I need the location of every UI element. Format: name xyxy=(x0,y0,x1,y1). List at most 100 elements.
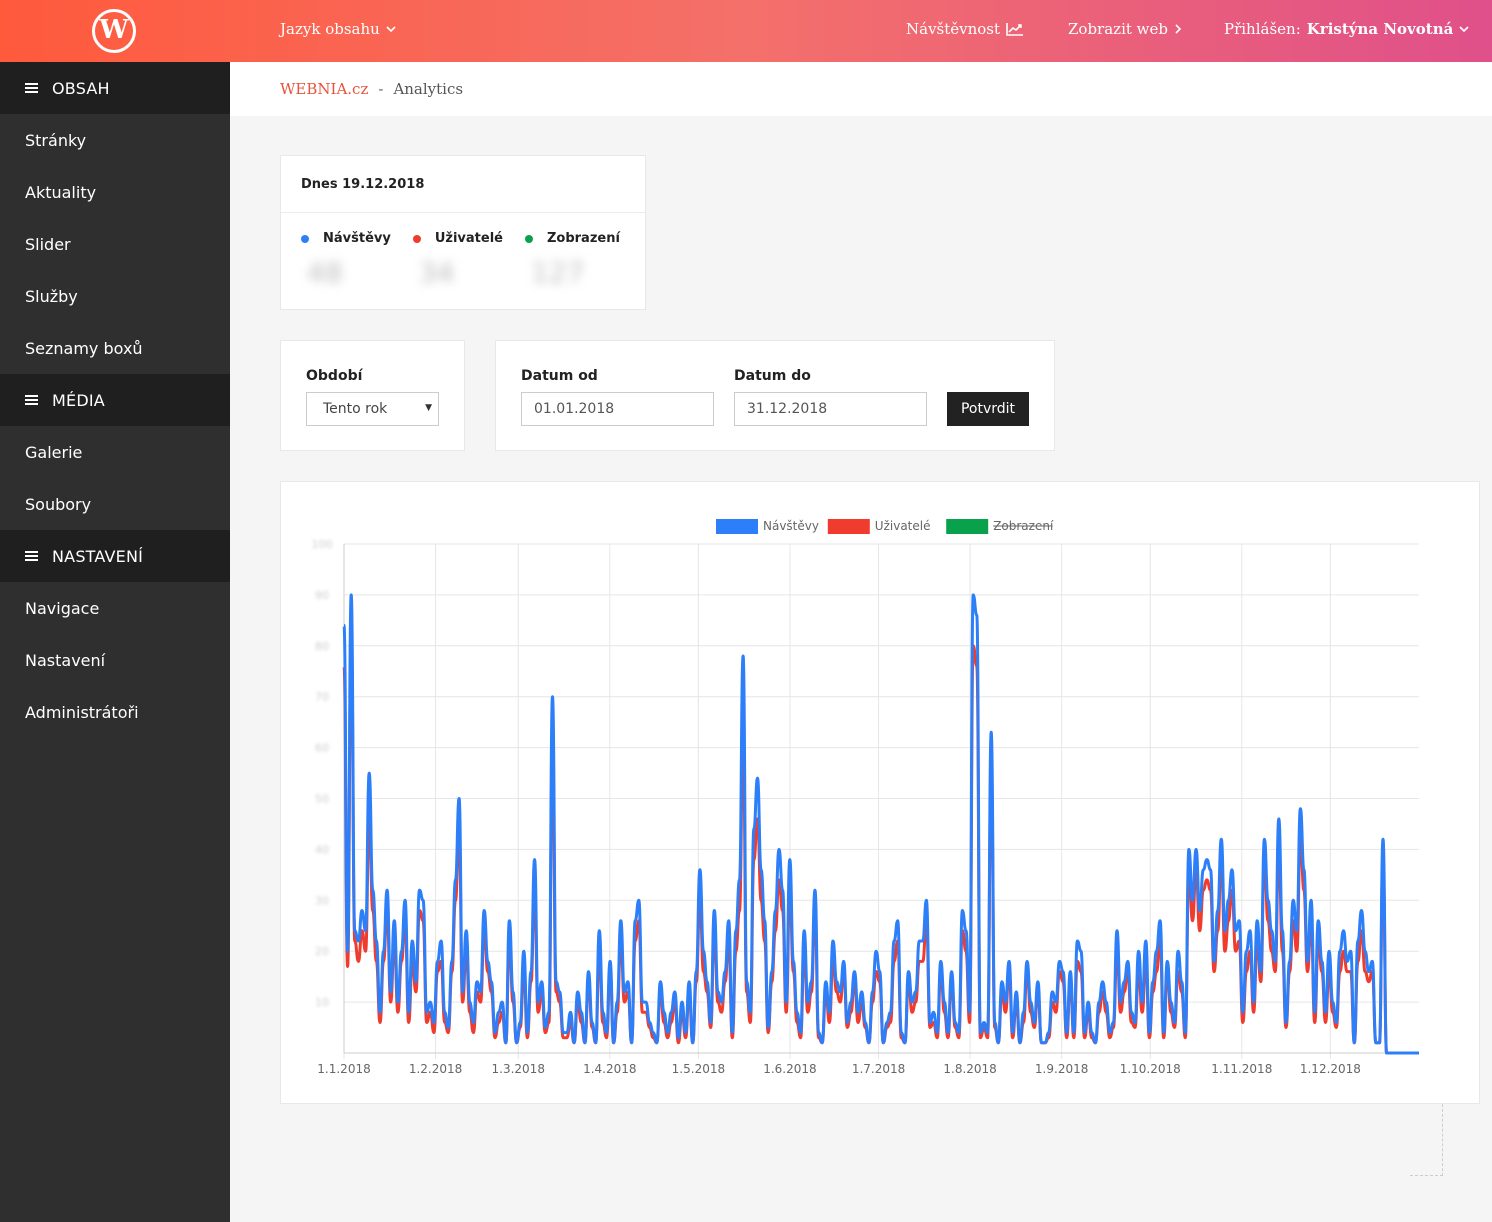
sidebar-item-seznamy-boxu[interactable]: Seznamy boxů xyxy=(0,322,230,374)
logo-letter: W xyxy=(99,15,129,45)
x-tick-label: 1.9.2018 xyxy=(1035,1062,1088,1076)
sidebar-item-label: Administrátoři xyxy=(25,702,139,722)
content-language-label: Jazyk obsahu xyxy=(280,20,380,38)
sidebar-item-sluzby[interactable]: Služby xyxy=(0,270,230,322)
y-tick-label: 30 xyxy=(315,894,329,907)
period-card: Období Tento rok ▼ xyxy=(280,340,465,451)
analytics-chart-card: 100 90 80 70 60 50 40 30 20 10 1.1.2018 1.2.2018 1.3… xyxy=(280,481,1480,1104)
sidebar-item-label: Soubory xyxy=(25,494,92,514)
x-tick-label: 1.11.2018 xyxy=(1211,1062,1272,1076)
user-menu[interactable]: Přihlášen: Kristýna Novotná xyxy=(1224,20,1469,38)
today-title: Dnes 19.12.2018 xyxy=(281,156,645,213)
x-tick-label: 1.5.2018 xyxy=(672,1062,725,1076)
x-tick-label: 1.3.2018 xyxy=(492,1062,545,1076)
line-chart-icon xyxy=(1006,23,1024,36)
sidebar-section-obsah[interactable]: OBSAH xyxy=(0,62,230,114)
legend-label: Uživatelé xyxy=(875,519,931,533)
x-tick-label: 1.2.2018 xyxy=(409,1062,462,1076)
y-tick-label: 90 xyxy=(315,589,329,602)
sidebar-item-stranky[interactable]: Stránky xyxy=(0,114,230,166)
dropdown-arrow-icon: ▼ xyxy=(425,403,432,413)
stat-users: Uživatelé 34 xyxy=(412,231,503,289)
stat-value: 34 xyxy=(418,256,455,289)
stat-value: 127 xyxy=(530,256,585,289)
x-tick-label: 1.8.2018 xyxy=(943,1062,996,1076)
sidebar-item-label: Galerie xyxy=(25,442,83,462)
y-tick-label: 10 xyxy=(315,996,329,1009)
sidebar-item-label: Slider xyxy=(25,234,71,254)
x-tick-label: 1.6.2018 xyxy=(763,1062,816,1076)
date-range-card: Datum od 01.01.2018 Datum do 31.12.2018 … xyxy=(495,340,1055,451)
date-to-input[interactable]: 31.12.2018 xyxy=(734,392,927,426)
sidebar-item-label: Nastavení xyxy=(25,650,106,670)
logged-in-label: Přihlášen: xyxy=(1224,20,1301,38)
legend-swatch xyxy=(716,519,758,534)
sidebar-item-soubory[interactable]: Soubory xyxy=(0,478,230,530)
sidebar-section-media[interactable]: MÉDIA xyxy=(0,374,230,426)
user-name: Kristýna Novotná xyxy=(1306,20,1454,38)
visits-dot-icon xyxy=(301,234,309,243)
stat-label: Návštěvy xyxy=(323,231,391,246)
sidebar-item-label: Seznamy boxů xyxy=(25,338,143,358)
show-web-link[interactable]: Zobrazit web xyxy=(1068,20,1182,38)
visits-link[interactable]: Návštěvnost xyxy=(906,20,1024,38)
show-web-label: Zobrazit web xyxy=(1068,20,1168,38)
sidebar-item-galerie[interactable]: Galerie xyxy=(0,426,230,478)
submit-button[interactable]: Potvrdit xyxy=(947,392,1029,426)
sidebar-item-nastaveni[interactable]: Nastavení xyxy=(0,634,230,686)
sidebar-item-label: Aktuality xyxy=(25,182,97,202)
x-tick-label: 1.7.2018 xyxy=(852,1062,905,1076)
breadcrumb-site-link[interactable]: WEBNIA.cz xyxy=(280,80,369,98)
period-select[interactable]: Tento rok ▼ xyxy=(306,392,439,426)
x-tick-label: 1.1.2018 xyxy=(317,1062,370,1076)
today-stats-card: Dnes 19.12.2018 Návštěvy 48 Uživatelé 34… xyxy=(280,155,646,310)
sidebar-item-administratori[interactable]: Administrátoři xyxy=(0,686,230,738)
y-tick-label: 50 xyxy=(315,793,329,806)
sidebar-item-label: Stránky xyxy=(25,130,87,150)
stat-label: Uživatelé xyxy=(434,231,503,246)
date-from-input[interactable]: 01.01.2018 xyxy=(521,392,714,426)
content-language-dropdown[interactable]: Jazyk obsahu xyxy=(280,20,396,38)
sidebar-item-label: Navigace xyxy=(25,598,100,618)
breadcrumb-separator: - xyxy=(378,80,384,98)
top-navbar: W Jazyk obsahu Návštěvnost Zobrazit web … xyxy=(0,0,1492,62)
section-title: NASTAVENÍ xyxy=(52,546,144,566)
section-title: MÉDIA xyxy=(52,390,105,410)
date-to-label: Datum do xyxy=(734,368,811,384)
chevron-down-icon xyxy=(1459,26,1469,33)
users-dot-icon xyxy=(412,234,421,243)
sidebar-item-navigace[interactable]: Navigace xyxy=(0,582,230,634)
stat-label: Zobrazení xyxy=(546,231,620,246)
menu-icon xyxy=(25,81,38,95)
sidebar-item-slider[interactable]: Slider xyxy=(0,218,230,270)
legend-swatch xyxy=(946,519,989,534)
dashed-guide xyxy=(1442,1104,1443,1176)
y-tick-label: 70 xyxy=(315,691,329,704)
period-selected-value: Tento rok xyxy=(323,401,388,417)
x-tick-label: 1.10.2018 xyxy=(1120,1062,1181,1076)
chevron-down-icon xyxy=(386,26,396,33)
y-tick-label: 40 xyxy=(315,843,329,856)
menu-icon xyxy=(25,393,38,407)
date-from-label: Datum od xyxy=(521,368,598,384)
y-tick-label: 60 xyxy=(315,742,329,755)
sidebar-item-label: Služby xyxy=(25,286,78,306)
sidebar: OBSAH Stránky Aktuality Slider Služby Se… xyxy=(0,62,230,1222)
sidebar-section-nastaveni[interactable]: NASTAVENÍ xyxy=(0,530,230,582)
breadcrumb-current: Analytics xyxy=(393,80,464,98)
y-tick-label: 80 xyxy=(315,640,329,653)
breadcrumb: WEBNIA.cz - Analytics xyxy=(230,62,1492,116)
sidebar-item-aktuality[interactable]: Aktuality xyxy=(0,166,230,218)
x-tick-label: 1.12.2018 xyxy=(1300,1062,1361,1076)
visits-label: Návštěvnost xyxy=(906,20,1001,38)
legend-label: Návštěvy xyxy=(763,519,819,533)
legend-swatch xyxy=(827,519,870,534)
stat-visits: Návštěvy 48 xyxy=(301,231,391,289)
logo[interactable]: W xyxy=(92,9,136,53)
menu-icon xyxy=(25,549,38,563)
period-label: Období xyxy=(306,368,363,384)
y-tick-label: 100 xyxy=(312,538,333,551)
analytics-line-chart: 100 90 80 70 60 50 40 30 20 10 1.1.2018 1.2.2018 1.3… xyxy=(312,519,1419,1076)
stat-views: Zobrazení 127 xyxy=(524,231,620,289)
section-title: OBSAH xyxy=(52,78,110,98)
